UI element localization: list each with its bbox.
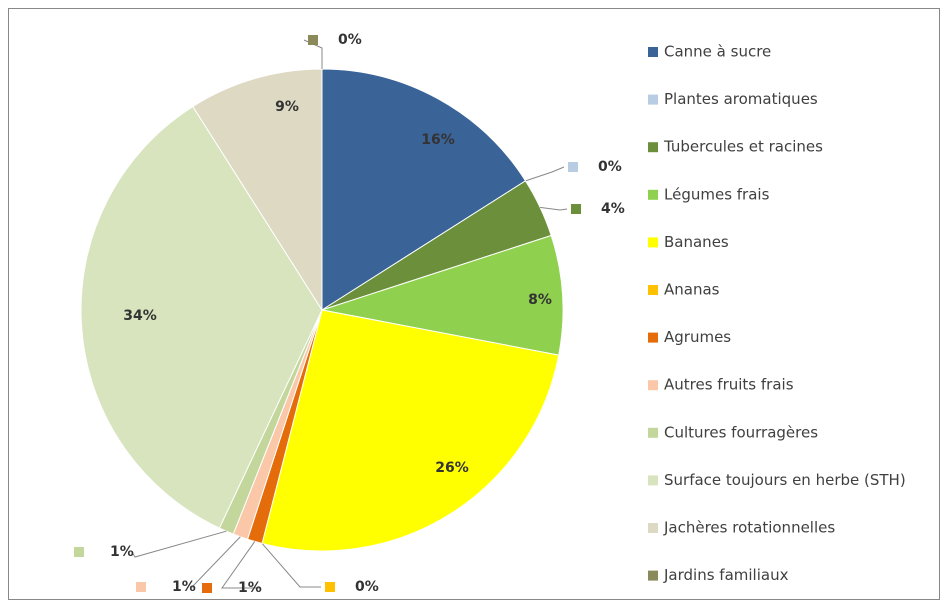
leader-line xyxy=(525,166,565,182)
legend-label: Jardins familiaux xyxy=(663,566,789,584)
leader-line xyxy=(261,543,321,588)
legend-label: Autres fruits frais xyxy=(664,376,794,394)
legend-swatch xyxy=(648,523,658,533)
legend-label: Bananes xyxy=(664,233,729,251)
label-marker xyxy=(571,204,581,214)
pie-slice xyxy=(261,309,560,552)
pie-slice xyxy=(80,105,323,529)
leader-line xyxy=(221,541,260,589)
legend-label: Surface toujours en herbe (STH) xyxy=(664,471,906,489)
legend-swatch xyxy=(648,94,658,105)
data-label: 1% xyxy=(110,544,134,560)
leader-line xyxy=(539,206,568,211)
legend-swatch xyxy=(648,332,658,343)
legend-swatch xyxy=(648,237,658,248)
legend-swatch xyxy=(648,475,658,486)
data-label: 0% xyxy=(598,159,622,175)
leader-line xyxy=(131,530,227,558)
legend-swatch xyxy=(648,285,658,295)
data-label: 4% xyxy=(601,201,625,217)
data-label: 8% xyxy=(528,292,552,308)
data-label: 0% xyxy=(355,579,379,595)
data-label: 16% xyxy=(421,132,455,148)
label-marker xyxy=(74,547,84,557)
label-marker xyxy=(568,162,578,172)
label-marker xyxy=(325,582,335,592)
data-label: 9% xyxy=(275,99,299,115)
data-label: 26% xyxy=(435,460,469,476)
legend-label: Légumes frais xyxy=(664,185,770,203)
legend-label: Tubercules et racines xyxy=(663,138,823,156)
label-marker xyxy=(308,35,318,45)
legend-swatch xyxy=(648,427,658,438)
legend-label: Agrumes xyxy=(664,328,731,346)
data-label: 1% xyxy=(172,579,196,595)
legend-swatch xyxy=(648,380,658,391)
legend-label: Jachères rotationnelles xyxy=(663,519,835,537)
leader-line xyxy=(190,536,241,588)
legend-swatch xyxy=(648,47,658,57)
pie-slice xyxy=(321,68,527,311)
label-marker xyxy=(202,583,212,593)
data-label: 34% xyxy=(123,308,157,324)
label-marker xyxy=(136,582,146,592)
legend-swatch xyxy=(648,142,658,153)
data-label: 1% xyxy=(238,580,262,596)
legend-label: Ananas xyxy=(664,281,720,299)
legend-label: Cultures fourragères xyxy=(664,423,818,441)
pie-slice xyxy=(321,234,564,356)
legend-label: Plantes aromatiques xyxy=(664,90,818,108)
legend-label: Canne à sucre xyxy=(664,43,771,61)
legend-swatch xyxy=(648,570,658,581)
data-label: 0% xyxy=(338,32,362,48)
legend-swatch xyxy=(648,189,658,200)
pie-slice xyxy=(192,68,323,312)
